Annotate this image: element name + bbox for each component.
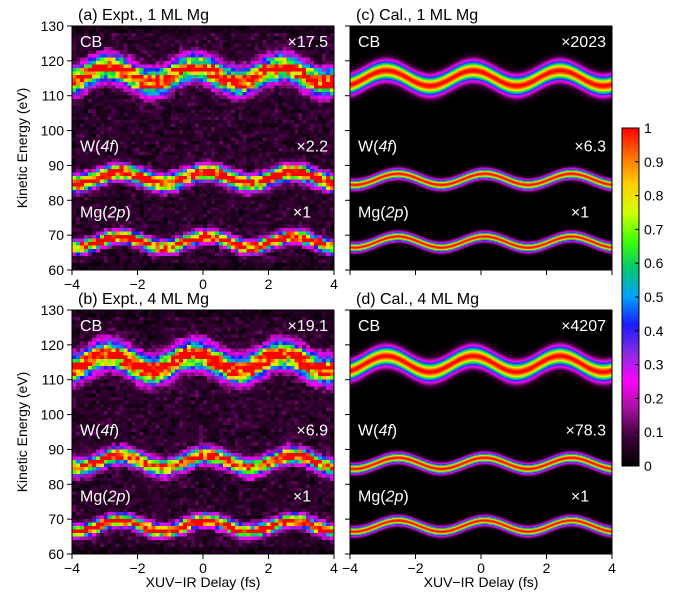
band-scale-factor: ×1 xyxy=(293,489,311,506)
band-scale-factor: ×4207 xyxy=(561,318,606,335)
band-scale-factor: ×1 xyxy=(571,205,589,222)
band-scale-factor: ×6.3 xyxy=(574,138,606,155)
y-tick-label: 130 xyxy=(41,18,65,34)
x-tick-label: 0 xyxy=(199,276,207,292)
x-axis-label: XUV−IR Delay (fs) xyxy=(424,574,539,590)
y-tick-label: 110 xyxy=(42,88,65,104)
band-label: Mg(2p) xyxy=(80,489,131,506)
panel-title: (b) Expt., 4 ML Mg xyxy=(78,291,209,308)
panel-a: (a) Expt., 1 ML Mg 60 70 80 90 100 110 120 130 −4… xyxy=(41,7,338,292)
y-tick-label: 80 xyxy=(48,476,64,492)
x-tick-label: 0 xyxy=(199,560,207,576)
y-tick-label: 90 xyxy=(48,441,64,457)
y-tick-label: 80 xyxy=(48,192,64,208)
band-scale-factor: ×2023 xyxy=(561,34,606,51)
band-label: Mg(2p) xyxy=(358,489,409,506)
panel-title: (d) Cal., 4 ML Mg xyxy=(356,291,479,308)
y-tick-label: 100 xyxy=(41,123,65,139)
band-scale-factor: ×6.9 xyxy=(296,422,328,439)
band-scale-factor: ×2.2 xyxy=(296,138,328,155)
y-tick-label: 100 xyxy=(41,407,65,423)
colorbar-tick-label: 0.3 xyxy=(644,357,664,373)
x-tick-label: 0 xyxy=(477,560,485,576)
y-tick-label: 60 xyxy=(48,546,64,562)
band-label: Mg(2p) xyxy=(80,205,131,222)
colorbar-tick-label: 0.4 xyxy=(644,323,664,339)
colorbar-tick-label: 0.8 xyxy=(644,188,664,204)
colorbar-tick-label: 1 xyxy=(644,120,652,136)
x-tick-label: 2 xyxy=(543,560,551,576)
colorbar: 0 0.1 0.2 0.3 0.4 0.5 0.6 0.7 0.8 0.9 1 xyxy=(621,120,664,474)
x-tick-label: 4 xyxy=(608,560,616,576)
x-tick-label: −2 xyxy=(408,560,424,576)
band-label: CB xyxy=(80,318,102,335)
y-tick-label: 120 xyxy=(41,337,65,353)
y-tick-label: 130 xyxy=(41,302,65,318)
band-scale-factor: ×19.1 xyxy=(288,318,329,335)
colorbar-tick-label: 0.1 xyxy=(644,424,664,440)
band-label: CB xyxy=(358,318,380,335)
heatmap-image-a xyxy=(72,26,334,270)
x-tick-label: 4 xyxy=(330,560,338,576)
band-label: W(4f) xyxy=(358,422,397,439)
band-label: W(4f) xyxy=(80,138,119,155)
colorbar-tick-label: 0.5 xyxy=(644,289,664,305)
heatmap-image-b xyxy=(72,310,334,554)
band-scale-factor: ×1 xyxy=(293,205,311,222)
panel-d: (d) Cal., 4 ML Mg −4 −2 0 2 4 CB ×4207 W(4f) ×78.… xyxy=(342,291,616,576)
x-tick-label: −2 xyxy=(130,276,146,292)
y-axis-label: Kinetic Energy (eV) xyxy=(14,88,30,209)
y-tick-label: 90 xyxy=(48,157,64,173)
band-label: W(4f) xyxy=(358,138,397,155)
band-label: CB xyxy=(80,34,102,51)
x-axis-label: XUV−IR Delay (fs) xyxy=(146,574,261,590)
x-tick-label: −4 xyxy=(342,560,358,576)
band-label: CB xyxy=(358,34,380,51)
colorbar-tick-label: 0 xyxy=(644,458,652,474)
band-scale-factor: ×78.3 xyxy=(566,422,607,439)
y-tick-label: 70 xyxy=(48,227,64,243)
colorbar-tick-label: 0.6 xyxy=(644,255,664,271)
x-tick-label: −4 xyxy=(64,276,80,292)
panel-b: (b) Expt., 4 ML Mg 60 70 80 90 100 110 120 130 −4… xyxy=(41,291,338,576)
y-tick-label: 110 xyxy=(42,372,65,388)
x-tick-label: 2 xyxy=(265,276,273,292)
heatmap-image-d xyxy=(350,310,612,554)
heatmap-image-c xyxy=(350,26,612,270)
panel-c: (c) Cal., 1 ML Mg CB ×2023 W(4f) ×6.3 Mg(2p) ×… xyxy=(345,7,613,275)
colorbar-tick-label: 0.9 xyxy=(644,154,664,170)
x-tick-label: −4 xyxy=(64,560,80,576)
y-tick-label: 60 xyxy=(48,262,64,278)
band-scale-factor: ×17.5 xyxy=(288,34,329,51)
y-axis-label: Kinetic Energy (eV) xyxy=(14,372,30,493)
x-tick-label: −2 xyxy=(130,560,146,576)
y-tick-label: 120 xyxy=(41,53,65,69)
band-label: Mg(2p) xyxy=(358,205,409,222)
colorbar-tick-label: 0.2 xyxy=(644,390,664,406)
y-tick-label: 70 xyxy=(48,511,64,527)
panel-title: (c) Cal., 1 ML Mg xyxy=(356,7,478,24)
x-tick-label: 2 xyxy=(265,560,273,576)
band-scale-factor: ×1 xyxy=(571,489,589,506)
x-tick-label: 4 xyxy=(330,276,338,292)
band-label: W(4f) xyxy=(80,422,119,439)
panel-title: (a) Expt., 1 ML Mg xyxy=(78,7,209,24)
colorbar-tick-label: 0.7 xyxy=(644,221,664,237)
